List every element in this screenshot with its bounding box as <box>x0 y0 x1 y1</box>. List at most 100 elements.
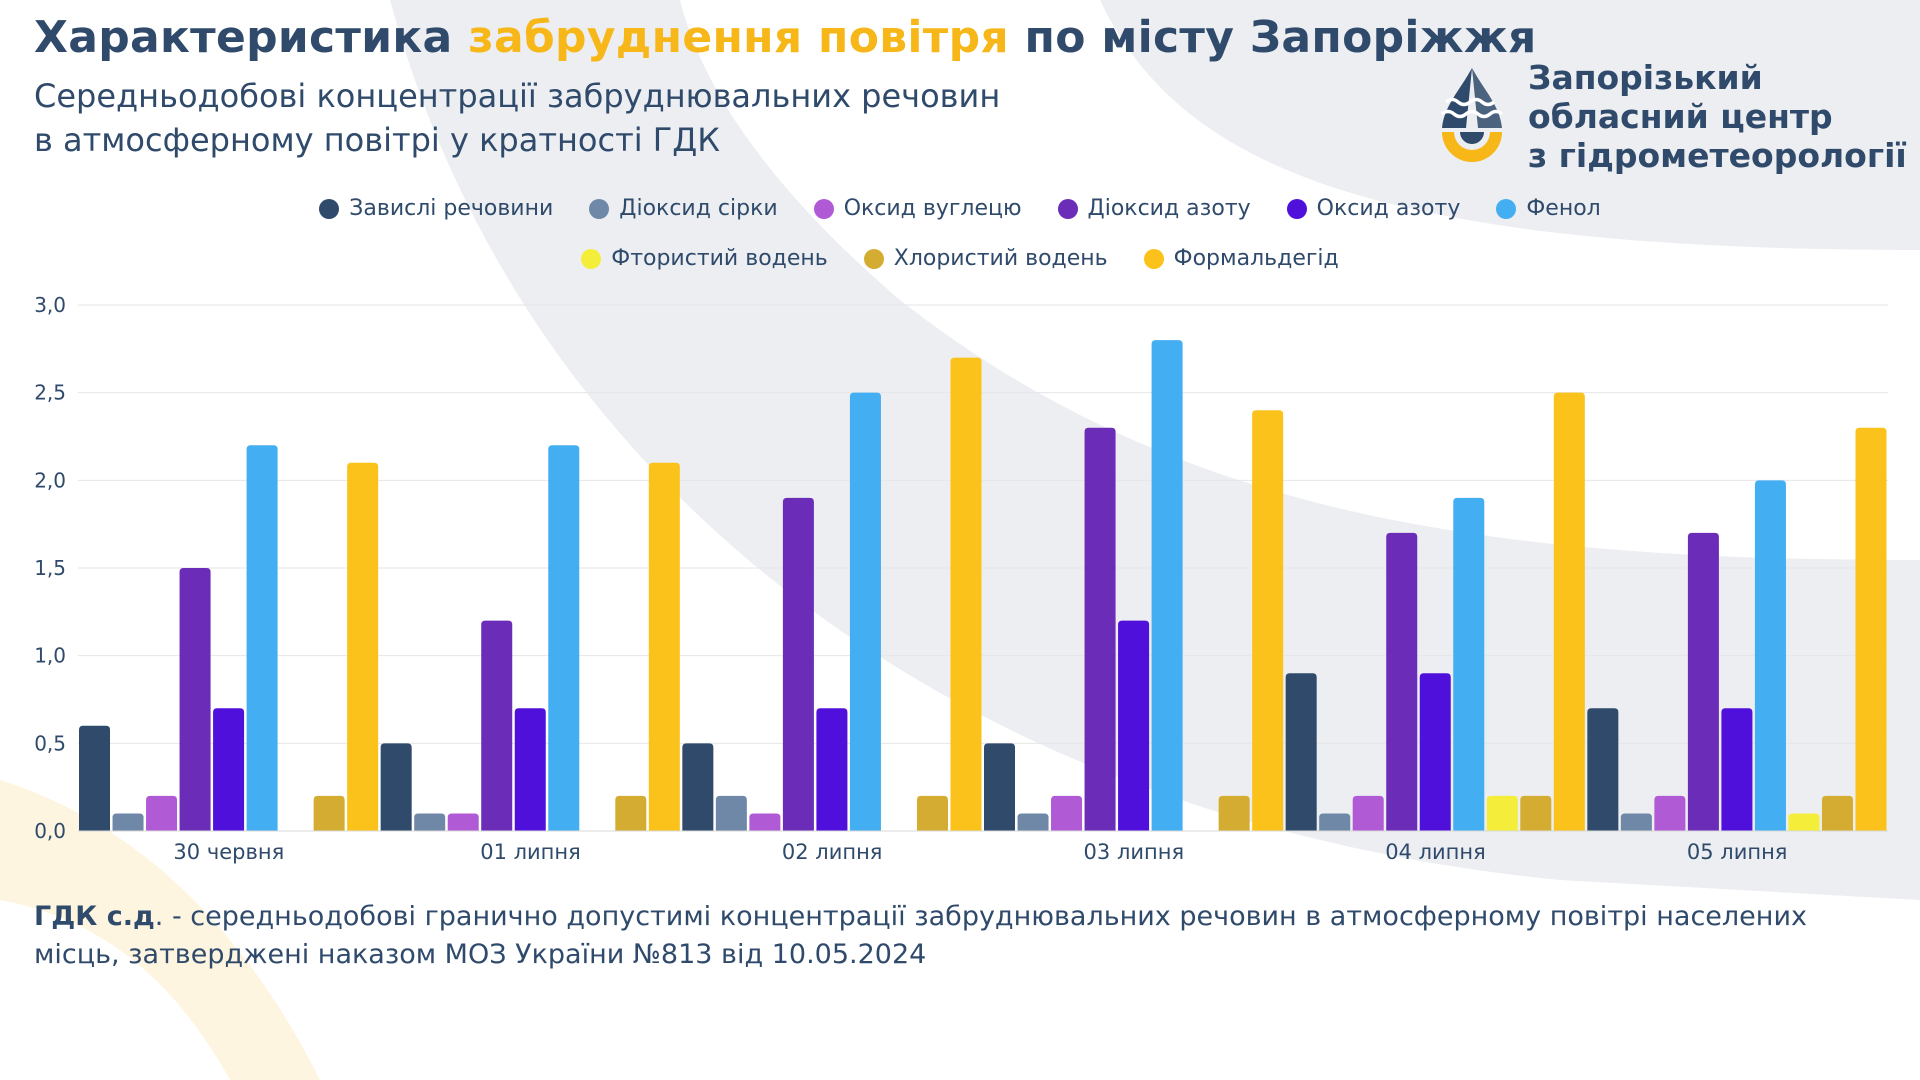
bar <box>1721 708 1753 831</box>
x-tick-label: 01 липня <box>480 840 581 864</box>
subtitle: Середньодобові концентрації забруднюваль… <box>34 74 1000 162</box>
legend-marker-icon <box>813 199 834 219</box>
x-tick-label: 02 липня <box>782 840 883 864</box>
bar <box>213 708 245 831</box>
bar <box>347 462 379 831</box>
legend-marker-icon <box>1143 249 1164 269</box>
footnote-term: ГДК с.д <box>34 901 155 932</box>
bar <box>1386 532 1418 831</box>
bar <box>615 795 647 831</box>
bar <box>950 357 982 831</box>
bar <box>79 725 111 831</box>
bar <box>1218 795 1250 831</box>
bar <box>916 795 948 831</box>
legend-marker-icon <box>1057 199 1078 219</box>
legend-item: Фенол <box>1496 196 1601 222</box>
bar <box>682 743 714 831</box>
title-part1: Характеристика <box>34 12 469 63</box>
bar <box>1285 673 1317 831</box>
bar <box>179 568 211 831</box>
bar <box>1252 410 1284 831</box>
bar <box>514 708 546 831</box>
bar <box>1687 532 1719 831</box>
page-title: Характеристика забруднення повітря по мі… <box>34 12 1537 63</box>
legend-label: Діоксид сірки <box>619 196 778 221</box>
bar <box>1118 620 1150 831</box>
y-tick-label: 2,0 <box>34 468 66 492</box>
bar <box>380 743 412 831</box>
bar <box>1855 427 1887 831</box>
bar <box>648 462 680 831</box>
bar <box>849 392 881 831</box>
legend-item: Хлористий водень <box>863 246 1108 272</box>
bar <box>414 813 446 831</box>
y-tick-label: 1,0 <box>34 644 66 668</box>
legend-item: Діоксид азоту <box>1057 196 1251 222</box>
legend-label: Фенол <box>1526 196 1601 221</box>
legend-item: Діоксид сірки <box>589 196 778 222</box>
legend-marker-icon <box>863 249 884 269</box>
legend-marker-icon <box>319 199 340 219</box>
bar <box>313 795 345 831</box>
legend-marker-icon <box>581 249 602 269</box>
bar <box>984 743 1016 831</box>
bar <box>246 445 278 831</box>
legend-label: Фтористий водень <box>611 246 828 271</box>
bar <box>1654 795 1686 831</box>
legend-marker-icon <box>1286 199 1307 219</box>
legend-item: Оксид вуглецю <box>813 196 1022 222</box>
bar <box>1587 708 1619 831</box>
bar <box>1453 497 1485 831</box>
legend-label: Завислі речовини <box>349 196 554 221</box>
x-tick-label: 04 липня <box>1385 840 1486 864</box>
logo-line1: Запорізький <box>1528 58 1763 97</box>
title-highlight: забруднення повітря <box>468 12 1009 63</box>
subtitle-line1: Середньодобові концентрації забруднюваль… <box>34 77 1001 115</box>
bar <box>1419 673 1451 831</box>
y-tick-label: 0,5 <box>34 731 66 755</box>
y-tick-label: 1,5 <box>34 556 66 580</box>
bar <box>1754 480 1786 831</box>
bar <box>146 795 178 831</box>
bar <box>112 813 144 831</box>
logo-line2: обласний центр <box>1528 97 1833 136</box>
bar-chart: 0,0 0,5 1,0 1,5 2,0 2,5 3,0 30 червня 01 липня 02… <box>34 293 1888 864</box>
legend-item: Фтористий водень <box>581 246 828 272</box>
bar <box>1017 813 1049 831</box>
bar <box>481 620 513 831</box>
bar <box>1486 795 1518 831</box>
y-tick-label: 2,5 <box>34 381 66 405</box>
bar <box>1821 795 1853 831</box>
x-tick-label: 30 червня <box>173 840 284 864</box>
legend-item: Формальдегід <box>1143 246 1339 272</box>
logo-drop-icon <box>1440 68 1504 162</box>
bar <box>1553 392 1585 831</box>
legend-marker-icon <box>589 199 610 219</box>
x-tick-label: 05 липня <box>1687 840 1788 864</box>
bar <box>1788 813 1820 831</box>
bar <box>1319 813 1351 831</box>
legend-label: Оксид вуглецю <box>843 196 1022 221</box>
bar <box>1051 795 1083 831</box>
bar <box>1520 795 1552 831</box>
bar <box>1151 340 1183 831</box>
title-part2: по місту Запоріжжя <box>1008 12 1537 63</box>
legend-label: Формальдегід <box>1173 246 1339 271</box>
logo-line3: з гідрометеорології <box>1528 136 1907 175</box>
legend-label: Хлористий водень <box>893 246 1108 271</box>
bar <box>548 445 580 831</box>
footnote: ГДК с.д. - середньодобові гранично допус… <box>34 898 1874 974</box>
y-tick-label: 3,0 <box>34 293 66 317</box>
footnote-text: . - середньодобові гранично допустимі ко… <box>34 901 1807 970</box>
bar <box>782 497 814 831</box>
legend-item: Завислі речовини <box>319 196 553 222</box>
subtitle-line2: в атмосферному повітрі у кратності ГДК <box>34 121 720 159</box>
bar <box>749 813 781 831</box>
legend-label: Оксид азоту <box>1316 196 1461 221</box>
bar <box>816 708 848 831</box>
logo-text: Запорізький обласний центр з гідрометеор… <box>1528 58 1907 175</box>
bar <box>1084 427 1116 831</box>
legend-item: Оксид азоту <box>1286 196 1461 222</box>
bar <box>1620 813 1652 831</box>
legend-label: Діоксид азоту <box>1087 196 1251 221</box>
